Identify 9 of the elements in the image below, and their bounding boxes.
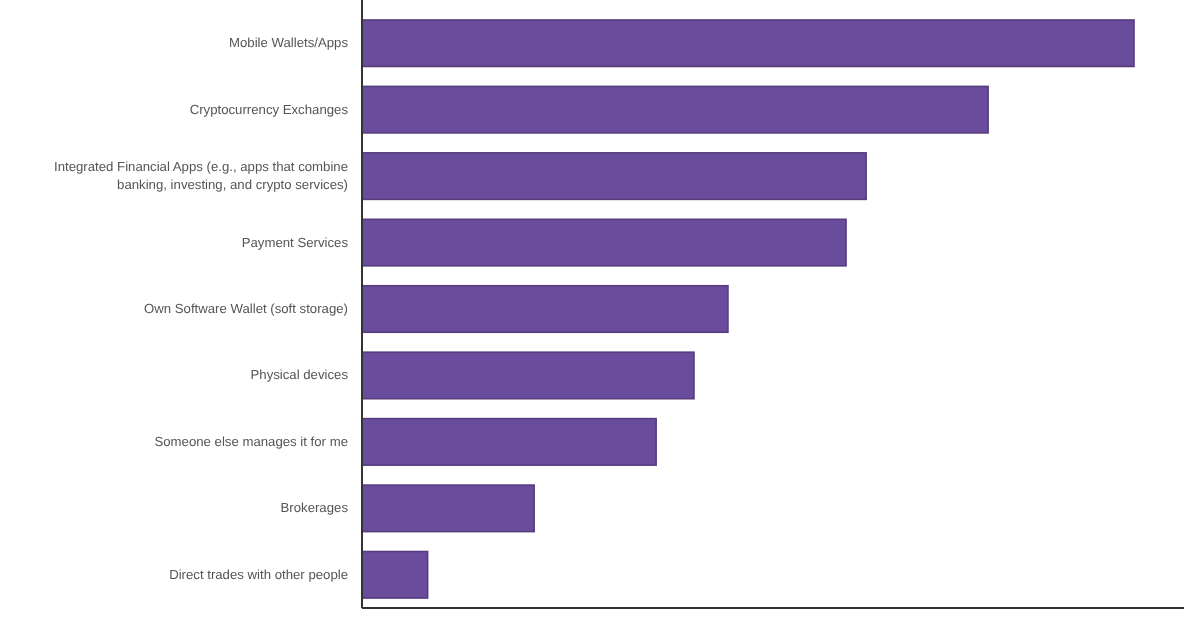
bar: [361, 351, 695, 400]
bar: [361, 85, 989, 134]
bar: [361, 19, 1135, 68]
bar: [361, 284, 729, 334]
bar: [361, 484, 535, 533]
bar: [361, 152, 867, 201]
bar: [361, 550, 429, 599]
bar: [361, 417, 657, 466]
bar: [361, 218, 847, 267]
